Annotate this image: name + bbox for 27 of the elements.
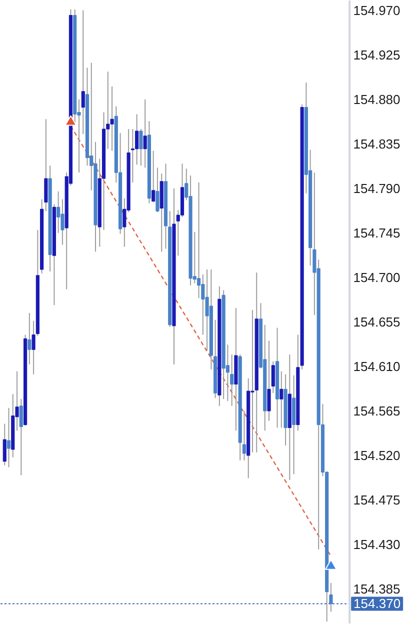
y-tick-label: 154.430: [353, 536, 400, 552]
y-tick-label: 154.610: [353, 358, 400, 374]
candlestick: [230, 354, 234, 406]
y-tick-label: 154.475: [353, 492, 400, 508]
y-tick-label: 154.385: [353, 581, 400, 596]
y-tick-label: 154.700: [353, 270, 400, 285]
candlestick: [28, 312, 32, 365]
candlestick: [152, 150, 156, 203]
candlestick: [19, 398, 23, 476]
y-tick-label: 154.925: [353, 47, 400, 62]
candlestick: [143, 98, 147, 168]
candlestick: [2, 423, 6, 466]
candlestick: [56, 190, 60, 234]
candlestick: [267, 340, 271, 422]
candlestick: [135, 114, 139, 166]
y-tick-label: 154.565: [353, 403, 400, 418]
y-tick-label: 154.835: [353, 136, 400, 152]
candlestick: [280, 370, 284, 428]
y-tick-label: 154.880: [353, 92, 400, 107]
y-tick-label: 154.520: [353, 448, 400, 463]
y-tick-label: 154.655: [353, 314, 400, 330]
y-tick-label: 154.970: [353, 2, 400, 18]
y-tick-label: 154.745: [353, 225, 400, 240]
ref-line-label: 154.370: [354, 596, 401, 612]
candlestick: [196, 182, 201, 299]
candlestick: [6, 407, 11, 468]
y-tick-label: 154.790: [353, 180, 400, 196]
